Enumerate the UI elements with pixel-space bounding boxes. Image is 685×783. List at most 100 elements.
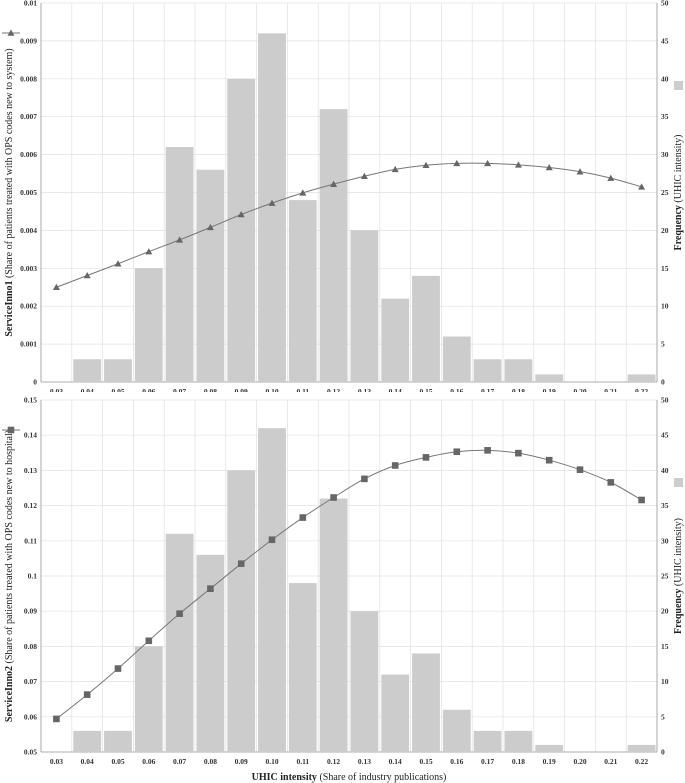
bar [627,374,656,382]
line-point [422,454,430,461]
line-point [638,183,646,190]
line-point [299,514,307,521]
line-point [361,475,368,483]
y-left-tick-label: 0.13 [24,466,37,475]
y-left-axis-title: ServiceInno1 (Share of patients treated … [4,48,15,336]
y-left-tick-label: 0.1 [28,572,38,581]
x-tick-label: 0.20 [573,757,586,766]
x-tick-label: 0.21 [604,757,617,766]
y-right-axis-title-bold: Frequency [673,586,684,634]
y-left-tick-label: 0.006 [20,150,37,159]
line-point [391,165,399,173]
bar [381,674,410,752]
y-left-tick-label: 0.07 [24,677,37,686]
y-right-tick-label: 45 [661,36,669,45]
y-right-tick-label: 5 [661,712,665,721]
line-point [576,466,584,473]
y-left-tick-label: 0.005 [20,188,37,197]
line-point [545,456,553,464]
x-tick-label: 0.19 [543,757,556,766]
y-right-tick-label: 10 [661,302,669,311]
line-point [360,172,368,180]
y-right-axis-title: Frequency (UHIC intensity) [673,518,684,634]
bar [134,268,163,382]
x-tick-label: 0.10 [265,757,278,766]
line-point [52,283,60,291]
x-tick-label: 0.09 [235,757,248,766]
y-left-tick-label: 0.01 [24,0,37,8]
x-tick-label: 0.13 [358,387,371,392]
y-right-tick-label: 25 [661,572,669,581]
line-point [484,447,491,454]
bar [319,109,348,383]
y-right-tick-label: 30 [661,150,669,159]
y-left-tick-label: 0.08 [24,642,37,651]
bar [196,554,225,752]
line-point [638,496,645,504]
line-point [176,610,183,617]
line-point [576,168,584,175]
bar [196,169,225,382]
bar [504,730,533,752]
bar [319,498,348,752]
y-left-axis-title: ServiceInno2 (Share of patients treated … [4,430,15,722]
line-point [114,665,122,672]
line-point [176,236,184,243]
line-point [206,223,214,231]
y-left-tick-label: 0.009 [20,36,37,45]
line-point [484,159,492,167]
bar [350,230,379,382]
bar [227,78,256,383]
bar [442,336,471,382]
line-point [53,715,60,723]
chart-serviceinno2: 0.05 0.06 0.07 0.08 0.09 0.1 0.11 0.12 0.13 0.14 0… [2,396,684,783]
x-tick-label: 0.15 [419,757,432,766]
bar [258,428,286,752]
x-tick-label: 0.16 [450,387,463,392]
x-tick-label: 0.06 [142,757,155,766]
line-point [83,691,91,698]
bar [442,709,471,752]
x-tick-label: 0.07 [173,387,186,392]
x-tick-label: 0.08 [204,387,217,392]
y-right-tick-label: 15 [661,642,669,651]
y-right-tick-label: 45 [661,431,669,440]
bar [288,200,317,382]
y-left-tick-label: 0.05 [24,748,37,757]
bar [412,653,440,752]
bar [165,533,194,752]
x-tick-label: 0.22 [635,757,648,766]
bar [504,359,533,382]
line-point [237,210,245,218]
x-tick-label: 0.18 [512,757,525,766]
x-tick-label: 0.08 [204,757,217,766]
y-right-tick-label: 40 [661,74,669,83]
x-tick-label: 0.09 [235,387,248,392]
line-point [607,174,615,181]
x-tick-label: 0.10 [265,387,278,392]
chart-serviceinno1: 0 0.001 0.002 0.003 0.004 0.005 0.006 0.007 0.00… [2,0,684,392]
bar [73,359,102,382]
y-left-tick-label: 0.001 [20,340,37,349]
y-left-tick-label: 0.003 [20,264,37,273]
y-left-tick-label: 0.12 [24,501,37,510]
line-point [114,260,122,267]
y-right-tick-label: 0 [661,748,665,757]
bar [350,611,379,752]
y-right-tick-label: 50 [661,0,669,8]
line-point [207,585,214,592]
x-tick-label: 0.19 [543,387,556,392]
x-tick-label: 0.03 [50,757,63,766]
y-left-tick-label: 0.002 [20,302,37,311]
y-left-tick-label: 0.06 [24,712,37,721]
x-tick-label: 0.03 [50,387,63,392]
y-right-tick-label: 30 [661,536,669,545]
x-tick-label: 0.05 [111,387,124,392]
line-point [330,180,338,187]
line-point [145,248,153,255]
bar [535,374,564,382]
bar [165,147,194,382]
line-point [330,494,337,501]
line-point [515,449,522,457]
